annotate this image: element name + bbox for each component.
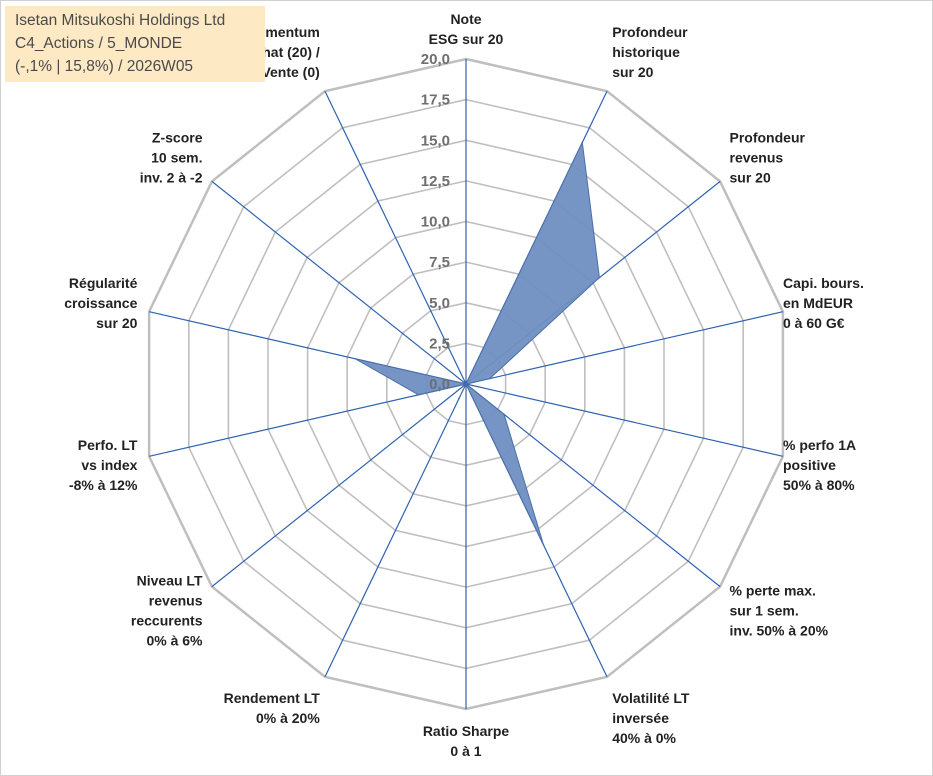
axis-spoke [211, 383, 467, 588]
category-label-line: % perfo 1A [783, 437, 856, 453]
tick-label: 2,5 [429, 335, 450, 352]
category-label-line: Capi. bours. [783, 275, 864, 291]
info-company-name: Isetan Mitsukoshi Holdings Ltd [15, 12, 226, 29]
category-label: Ratio Sharpe 0 à 1 [423, 723, 510, 759]
category-label-line: revenus [730, 150, 784, 166]
category-label-line: sur 1 sem. [730, 602, 799, 618]
category-label-line: Z-score [152, 130, 203, 146]
category-label-line: en MdEUR [783, 295, 853, 311]
category-label-line: 0 à 1 [450, 743, 481, 759]
category-label: Z-score 10 sem. inv. 2 à -2 [140, 130, 203, 186]
category-label: % perte max. sur 1 sem. inv. 50% à 20% [730, 582, 829, 638]
tick-label: 7,5 [429, 254, 450, 271]
category-label-line: 0 à 60 G€ [783, 315, 845, 331]
category-label-line: positive [783, 457, 836, 473]
tick-label: 17,5 [421, 92, 450, 109]
category-label-line: vs index [81, 457, 137, 473]
category-label-line: reccurents [131, 612, 203, 628]
category-label-line: Niveau LT [137, 572, 203, 588]
category-label-line: -8% à 12% [69, 477, 138, 493]
axis-spoke [324, 90, 467, 385]
category-label-line: ESG sur 20 [429, 31, 504, 47]
tick-label: 5,0 [429, 295, 450, 312]
data-point [465, 383, 467, 385]
category-label: Perfo. LT vs index -8% à 12% [69, 437, 138, 493]
category-label-line: Rendement LT [224, 690, 321, 706]
tick-label: 0,0 [429, 376, 450, 393]
data-point [581, 141, 584, 144]
info-box: Isetan Mitsukoshi Holdings Ltd C4_Action… [5, 6, 265, 82]
category-label-line: 0% à 6% [146, 632, 203, 648]
tick-label: 20,0 [421, 51, 450, 68]
category-label-line: revenus [149, 592, 203, 608]
category-label-line: 50% à 80% [783, 477, 855, 493]
tick-label: 15,0 [421, 132, 450, 149]
axis-spoke [211, 180, 467, 385]
info-stats-week: (-,1% | 15,8%) / 2026W05 [15, 58, 194, 75]
category-label-line: inv. 2 à -2 [140, 170, 203, 186]
category-label-line: sur 20 [730, 170, 771, 186]
category-label-line: inversée [612, 710, 669, 726]
category-label: Profondeur historique sur 20 [612, 24, 688, 80]
radar-series [354, 140, 601, 546]
category-label-line: Profondeur [730, 130, 806, 146]
category-label: % perfo 1A positive 50% à 80% [783, 437, 856, 493]
category-label-line: sur 20 [96, 315, 137, 331]
category-label: Niveau LT revenus reccurents 0% à 6% [131, 572, 203, 648]
info-category: C4_Actions / 5_MONDE [15, 35, 183, 52]
category-label-line: Régularité [69, 275, 138, 291]
category-label: Profondeur revenus sur 20 [730, 130, 806, 186]
category-label: Capi. bours. en MdEUR 0 à 60 G€ [783, 275, 864, 331]
data-point [598, 276, 601, 279]
radar-category-labels: Note ESG sur 20 Profondeur historique sur 20… [64, 11, 864, 759]
data-point [542, 544, 545, 546]
axis-spoke [324, 383, 467, 678]
category-label-line: Ratio Sharpe [423, 723, 510, 739]
category-label-line: Profondeur [612, 24, 688, 40]
category-label-line: 10 sem. [151, 150, 202, 166]
category-label: Note ESG sur 20 [429, 11, 504, 47]
category-label: Rendement LT 0% à 20% [224, 690, 321, 726]
category-label-line: 40% à 0% [612, 730, 676, 746]
category-label: Volatilité LT inversée 40% à 0% [612, 690, 690, 746]
category-label-line: croissance [64, 295, 137, 311]
category-label-line: % perte max. [730, 582, 816, 598]
axis-spoke [148, 383, 467, 457]
tick-label: 10,0 [421, 214, 450, 231]
series-area [354, 140, 600, 546]
data-point [503, 413, 505, 416]
category-label-line: Note [450, 11, 481, 27]
radar-tick-labels: 0,0 2,5 5,0 7,5 10,0 12,5 15,0 17,5 20,0 [421, 51, 450, 393]
category-label-line: 0% à 20% [256, 710, 320, 726]
category-label-line: Vente (0) [261, 64, 319, 80]
data-point [417, 394, 420, 396]
data-point [354, 357, 356, 360]
category-label-line: Perfo. LT [78, 437, 138, 453]
category-label-line: sur 20 [612, 64, 653, 80]
axis-spoke [465, 311, 784, 385]
category-label-line: historique [612, 44, 680, 60]
axis-spoke [465, 383, 784, 457]
category-label-line: inv. 50% à 20% [730, 622, 829, 638]
category-label: Régularité croissance sur 20 [64, 275, 137, 331]
category-label-line: Volatilité LT [612, 690, 690, 706]
data-point [458, 397, 460, 400]
data-point [489, 377, 491, 380]
axis-spoke [465, 383, 721, 588]
tick-label: 12,5 [421, 173, 450, 190]
